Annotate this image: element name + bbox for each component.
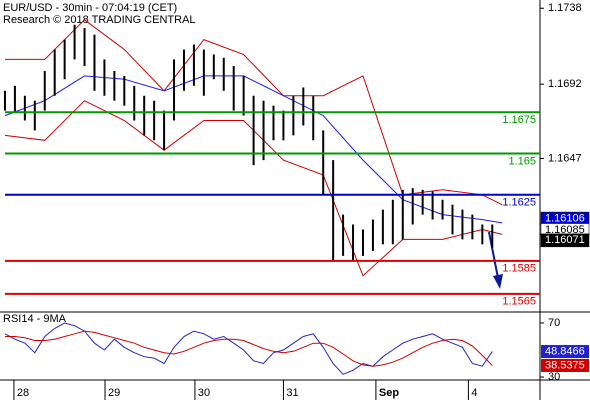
price-box-label: 1.16106 <box>545 212 585 224</box>
x-tick-label: 29 <box>108 387 120 399</box>
arrow-shaft <box>488 231 499 279</box>
x-tick-label: Sep <box>379 387 399 399</box>
x-tick-label: 28 <box>17 387 29 399</box>
rsi-title: RSI14 - 9MA <box>3 313 67 325</box>
y-tick-label: 1.1692 <box>548 78 582 90</box>
price-box-label: 1.16071 <box>545 234 585 246</box>
rsi-line <box>5 330 493 367</box>
level-label: 1.1675 <box>502 114 536 126</box>
x-tick-label: 31 <box>286 387 298 399</box>
y-tick-label: 1.1647 <box>548 152 582 164</box>
level-label: 1.165 <box>508 155 536 167</box>
level-label: 1.1585 <box>502 263 536 275</box>
forecast-arrow <box>488 231 503 289</box>
level-label: 1.1625 <box>502 197 536 209</box>
x-tick-label: 4 <box>471 387 477 399</box>
value-box <box>541 358 589 372</box>
rsi-line <box>4 322 493 375</box>
chart-subtitle: Research © 2018 TRADING CENTRAL <box>3 14 196 26</box>
y-tick-label: 1.1738 <box>548 2 582 14</box>
price-box <box>540 233 590 248</box>
chart-title: EUR/USD - 30min - 07:04:19 (CET) <box>3 2 177 14</box>
price-box-label: 1.16085 <box>545 224 585 236</box>
y-tick-label: 70 <box>548 317 560 329</box>
value-box-label: 38.5375 <box>545 359 585 371</box>
value-box-label: 48.8466 <box>545 345 585 357</box>
arrow-head <box>493 274 503 289</box>
band-line <box>5 19 503 206</box>
band-line <box>4 75 503 224</box>
x-tick-label: 30 <box>198 387 210 399</box>
level-label: 1.1565 <box>502 296 536 308</box>
value-box <box>541 345 589 359</box>
y-tick-label: 30 <box>548 371 560 383</box>
